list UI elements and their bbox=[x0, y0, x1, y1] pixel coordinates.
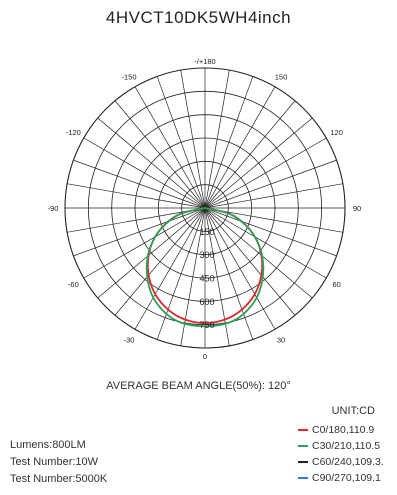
angle-label: -150 bbox=[121, 72, 136, 81]
legend-item: C60/240,109.3. bbox=[298, 454, 384, 470]
series-curve-1 bbox=[145, 207, 265, 328]
legend-label: C30/210,110.5 bbox=[312, 440, 381, 452]
grid-spoke bbox=[114, 207, 206, 316]
unit-label: UNIT:CD bbox=[331, 405, 375, 417]
grid-spoke bbox=[73, 207, 206, 257]
legend-label: C0/180,110.9 bbox=[312, 424, 375, 436]
grid-spoke bbox=[204, 207, 276, 330]
legend-swatch bbox=[298, 477, 308, 479]
grid-spoke bbox=[204, 76, 254, 209]
grid-spoke bbox=[97, 117, 206, 209]
lumens-text: Lumens:800LM bbox=[10, 439, 86, 451]
grid-spoke bbox=[204, 207, 254, 340]
grid-spoke bbox=[204, 207, 343, 233]
grid-spoke bbox=[204, 117, 313, 209]
radial-tick-label: 750 bbox=[199, 320, 214, 330]
grid-spoke bbox=[204, 207, 327, 279]
angle-label: 30 bbox=[277, 336, 285, 345]
grid-spoke bbox=[134, 207, 206, 330]
polar-grid bbox=[64, 67, 346, 349]
distribution-curves bbox=[145, 207, 265, 328]
legend-item: C0/180,110.9 bbox=[298, 422, 384, 438]
angle-label: 0 bbox=[203, 352, 207, 361]
legend-swatch bbox=[298, 445, 308, 447]
polar-labels: 150300450600750-/+1801501209060300-30-60… bbox=[48, 57, 362, 361]
grid-spoke bbox=[67, 207, 206, 233]
radial-tick-label: 450 bbox=[199, 274, 214, 284]
grid-spoke bbox=[97, 207, 206, 299]
angle-label: 60 bbox=[332, 280, 340, 289]
radial-tick-label: 300 bbox=[199, 250, 214, 260]
angle-label: 120 bbox=[330, 128, 343, 137]
grid-spoke bbox=[204, 159, 337, 209]
grid-spoke bbox=[204, 70, 230, 209]
radial-tick-label: 600 bbox=[199, 297, 214, 307]
angle-label: -90 bbox=[48, 204, 59, 213]
polar-candela-chart: 150300450600750-/+1801501209060300-30-60… bbox=[48, 57, 362, 361]
chart-title: 4HVCT10DK5WH4inch bbox=[105, 8, 292, 27]
radial-tick-label: 150 bbox=[199, 227, 214, 237]
grid-spoke bbox=[83, 207, 206, 279]
grid-spoke bbox=[156, 76, 206, 209]
angle-label: -60 bbox=[68, 280, 79, 289]
angle-label: -30 bbox=[124, 336, 135, 345]
angle-label: -120 bbox=[66, 128, 81, 137]
legend: C0/180,110.9 C30/210,110.5 C60/240,109.3. C… bbox=[298, 422, 384, 486]
legend-label: C90/270,109.1 bbox=[312, 472, 381, 484]
grid-spoke bbox=[180, 70, 206, 209]
grid-spoke bbox=[156, 207, 206, 340]
grid-spoke bbox=[83, 137, 206, 209]
legend-item: C90/270,109.1 bbox=[298, 470, 384, 486]
grid-spoke bbox=[204, 100, 296, 209]
legend-label: C60/240,109.3. bbox=[312, 456, 384, 468]
angle-label: 90 bbox=[353, 204, 361, 213]
grid-spoke bbox=[204, 207, 296, 316]
beam-angle-text: AVERAGE BEAM ANGLE(50%): 120° bbox=[106, 380, 291, 392]
legend-item: C30/210,110.5 bbox=[298, 438, 384, 454]
grid-spoke bbox=[204, 183, 343, 209]
grid-spoke bbox=[73, 159, 206, 209]
angle-label: -/+180 bbox=[194, 57, 215, 66]
info-block: Lumens:800LM Test Number:10W Test Number… bbox=[10, 437, 107, 488]
legend-swatch bbox=[298, 461, 308, 463]
wattage-text: Test Number:10W bbox=[10, 456, 99, 468]
grid-spoke bbox=[204, 207, 313, 299]
grid-spoke bbox=[114, 100, 206, 209]
angle-label: 150 bbox=[275, 72, 288, 81]
grid-spoke bbox=[67, 183, 206, 209]
cct-text: Test Number:5000K bbox=[10, 473, 108, 485]
grid-spoke bbox=[134, 86, 206, 209]
grid-spoke bbox=[204, 137, 327, 209]
grid-spoke bbox=[204, 207, 337, 257]
legend-swatch bbox=[298, 429, 308, 431]
grid-spoke bbox=[204, 86, 276, 209]
